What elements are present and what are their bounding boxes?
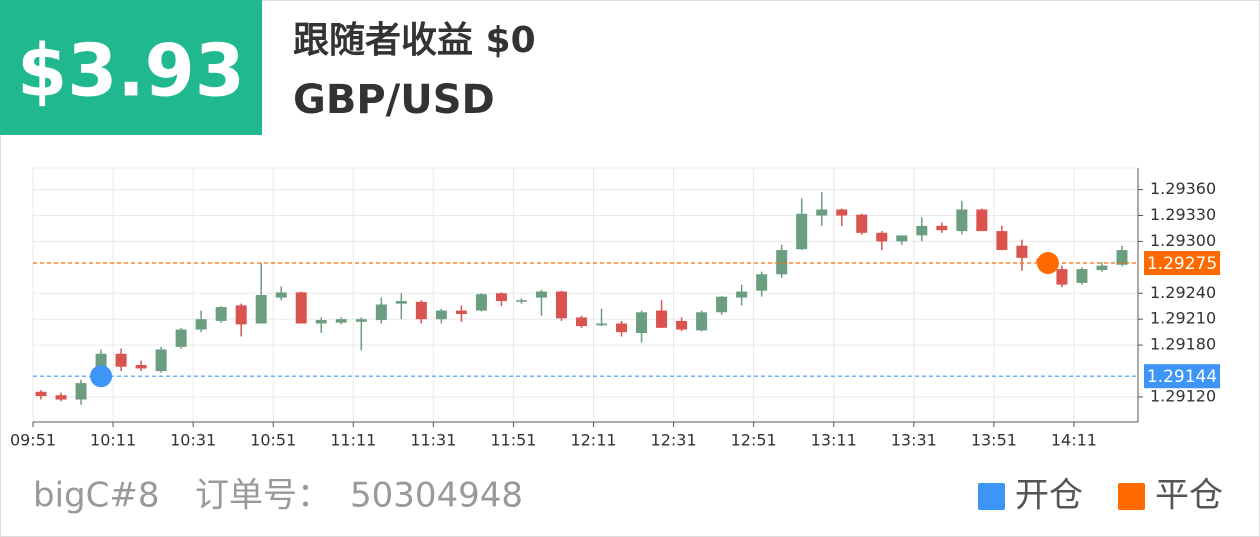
order-id: 50304948 [350, 476, 523, 516]
candle-body [956, 209, 968, 232]
candle-body [1076, 269, 1088, 283]
plot-area [32, 167, 1139, 423]
candle-body [976, 209, 988, 232]
candle-body [395, 301, 407, 304]
y-tick-label: 1.29360 [1150, 179, 1216, 198]
x-tick-label: 10:11 [90, 431, 136, 450]
candle-body [575, 317, 587, 327]
candle-body [315, 320, 327, 324]
x-tick-label: 13:31 [891, 431, 937, 450]
candle-body [1016, 245, 1028, 258]
candle-body [275, 292, 287, 298]
price-badge-label: 1.29275 [1147, 254, 1217, 274]
candle-body [175, 329, 187, 347]
candle-body [636, 312, 648, 334]
y-tick-label: 1.29330 [1150, 205, 1216, 224]
candle-body [776, 250, 788, 275]
y-tick-label: 1.29300 [1150, 231, 1216, 250]
y-tick-label: 1.29120 [1150, 386, 1216, 405]
candle-body [455, 310, 467, 315]
candle-body [916, 225, 928, 236]
candle-body [856, 214, 868, 233]
legend-swatch [1118, 483, 1145, 510]
title: 跟随者收益 $0 [293, 20, 536, 61]
profit: $3.93 [17, 29, 245, 113]
candle-body [736, 291, 748, 298]
x-tick-label: 12:31 [651, 431, 697, 450]
x-tick-label: 12:51 [731, 431, 777, 450]
x-tick-label: 11:51 [490, 431, 536, 450]
price-badge-label: 1.29144 [1147, 367, 1217, 387]
y-tick-label: 1.29240 [1150, 283, 1216, 302]
candle-body [816, 209, 828, 216]
candle-body [355, 319, 367, 322]
x-tick-label: 12:11 [570, 431, 616, 450]
order-label: 订单号： [195, 476, 331, 516]
x-tick-label: 13:11 [811, 431, 857, 450]
candle-body [435, 310, 447, 320]
trader: bigC#8 [33, 476, 159, 516]
legend: 开仓 平仓 [978, 476, 1223, 516]
candle-body [936, 225, 948, 231]
candle-body [896, 235, 908, 242]
y-tick-label: 1.29180 [1150, 335, 1216, 354]
candle-body [115, 353, 127, 367]
price-badge [1144, 364, 1220, 389]
candle-body [996, 231, 1008, 251]
candle-body [415, 301, 427, 320]
trade-marker [1036, 252, 1059, 275]
candle-body [215, 307, 227, 321]
candle-body [1096, 265, 1108, 270]
price-badge [1144, 251, 1220, 276]
candle-body [676, 320, 688, 330]
candle-body [235, 305, 247, 325]
candle-body [616, 323, 628, 333]
x-tick-label: 11:31 [410, 431, 456, 450]
candle-body [876, 232, 888, 242]
candle-body [155, 349, 167, 372]
candle-body [596, 323, 608, 326]
candle-body [836, 209, 848, 216]
candle-body [1116, 250, 1128, 265]
candle-body [75, 383, 87, 400]
x-tick-label: 09:51 [10, 431, 56, 450]
candle-body [95, 353, 107, 367]
x-tick-label: 13:51 [971, 431, 1017, 450]
x-tick-label: 10:51 [250, 431, 296, 450]
legend-swatch [978, 483, 1005, 510]
candle-body [1056, 269, 1068, 285]
candle-body [255, 295, 267, 324]
legend-label: 开仓 [1015, 476, 1083, 516]
candle-body [335, 319, 347, 323]
x-tick-label: 10:31 [170, 431, 216, 450]
candle-body [796, 213, 808, 250]
candle-body [495, 293, 507, 302]
candle-body [195, 319, 207, 330]
candle-body [756, 274, 768, 291]
candle-body [696, 312, 708, 331]
candle-body [295, 292, 307, 324]
candle-body [135, 364, 147, 369]
candle-body [515, 300, 527, 302]
chart: 1.29120 1.29180 1.29210 1.29240 1.29300 1.293… [10, 167, 1220, 450]
candle-body [375, 304, 387, 321]
symbol: GBP/USD [293, 77, 495, 123]
legend-label: 平仓 [1155, 476, 1223, 516]
candle-body [535, 291, 547, 298]
x-tick-label: 11:11 [330, 431, 376, 450]
trade-marker [90, 365, 113, 388]
candle-body [716, 296, 728, 313]
x-tick-label: 14:11 [1051, 431, 1097, 450]
profit-box [0, 0, 262, 135]
candle-body [656, 310, 668, 328]
candle-body [475, 294, 487, 311]
candle-body [55, 395, 67, 400]
candle-body [35, 391, 47, 397]
y-tick-label: 1.29210 [1150, 309, 1216, 328]
candle-body [555, 291, 567, 319]
